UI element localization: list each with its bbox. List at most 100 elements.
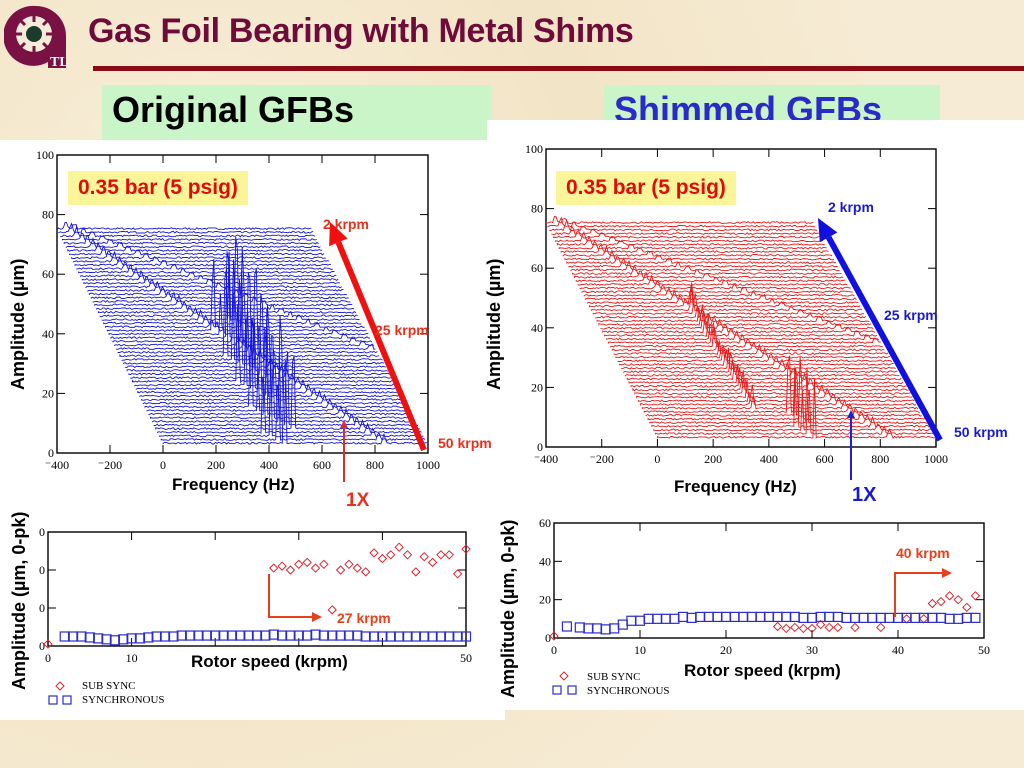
amplitude-left-sync-point [185, 630, 196, 641]
legend-left-sync-marker [48, 695, 58, 705]
amplitude-right-sync-point [910, 612, 921, 623]
amplitude-right-subsync-point [962, 602, 972, 613]
amplitude-right-subsync-point [970, 591, 981, 601]
amplitude-right-sync-point [703, 611, 714, 623]
waterfall-right-trace [655, 390, 934, 435]
legend-left-sync: SYNCHRONOUS [82, 694, 165, 706]
amplitude-left-sync-point [151, 631, 162, 642]
amplitude-left-sync-point [243, 630, 254, 641]
waterfall-left-trace [144, 318, 408, 409]
amplitude-left-subsync-point [43, 639, 53, 649]
legend-right-subsync-marker [559, 671, 569, 681]
amplitude-left-xtick-label: 0 [45, 651, 51, 665]
amplitude-right-sync-point [600, 624, 611, 635]
amplitude-right-ytick-label: 0 [545, 631, 551, 645]
amplitude-right-sync-point [841, 612, 852, 623]
waterfall-left-ytick-label: 0 [48, 446, 54, 460]
annot-left-2krpm: 2 krpm [323, 216, 369, 232]
amplitude-right-xtick-label: 0 [551, 643, 557, 657]
amplitude-right-sync-point [755, 611, 766, 623]
amplitude-left-sync-point [218, 630, 229, 641]
amplitude-right-xtick-label: 10 [634, 643, 646, 657]
waterfall-left-trace [158, 352, 424, 438]
waterfall-left-trace [74, 255, 332, 267]
amplitude-right-sync-point [944, 613, 955, 624]
amplitude-left-sync-point [201, 630, 212, 641]
amplitude-left-sync-point [435, 631, 447, 642]
amplitude-right-subsync-point [901, 614, 912, 624]
amplitude-right-sync-point [772, 611, 783, 623]
waterfall-left-ylabel: Amplitude (µm) [8, 258, 28, 390]
amplitude-left-sync-point [368, 631, 380, 642]
amplitude-right-subsync-point [807, 623, 817, 634]
amplitude-left-sync-point [93, 633, 104, 644]
amplitude-left-subsync-point [369, 548, 379, 558]
arrow-right-1x-head [847, 410, 855, 418]
amplitude-right-sync-point [652, 613, 663, 624]
amplitude-left-xtick-label: 50 [460, 651, 472, 665]
amplitude-right-sync-point [858, 612, 869, 623]
waterfall-right-ytick-label: 60 [531, 261, 543, 275]
amplitude-left-sync-point [460, 631, 472, 642]
amplitude-right-sync-point [746, 611, 757, 623]
waterfall-left-xtick-label: 200 [207, 458, 225, 472]
waterfall-right-ylabel: Amplitude (µm) [484, 258, 504, 390]
waterfall-left-trace [78, 263, 335, 274]
amplitude-left-sync-point [318, 630, 329, 641]
amplitude-left-subsync-point [377, 553, 388, 564]
amplitude-left-sync-point [59, 631, 70, 642]
amplitude-left-ytick-label: 0 [39, 639, 45, 653]
amplitude-right-sync-point [798, 612, 809, 623]
amplitude-left-subsync-point [310, 563, 321, 573]
waterfall-right-trace [619, 350, 894, 366]
waterfall-left-trace [114, 269, 374, 347]
annot-right-25krpm: 25 krpm [884, 307, 938, 323]
waterfall-left-xtick-label: 400 [260, 458, 278, 472]
amplitude-right-ytick-label: 20 [539, 593, 551, 607]
waterfall-right-trace [545, 216, 814, 225]
amplitude-right-xtick-label: 30 [806, 643, 818, 657]
amplitude-left-sync-point [176, 630, 187, 641]
amplitude-left-sync-point [251, 630, 263, 641]
amplitude-left-sync-point [168, 631, 179, 642]
waterfall-left-trace [117, 268, 378, 354]
waterfall-right-trace [624, 360, 900, 377]
amplitude-right-subsync-point [549, 631, 559, 641]
amplitude-right-subsync-point [919, 614, 929, 624]
amplitude-left-sync-point [419, 631, 430, 642]
waterfall-right-xtick-label: 200 [704, 452, 722, 466]
amplitude-right-sync-point [953, 613, 964, 624]
amplitude-right-sync-point [927, 612, 938, 623]
waterfall-left-trace [110, 251, 371, 340]
amplitude-right-sync-point [961, 612, 972, 623]
title-rule [93, 66, 1024, 71]
waterfall-left-ytick-label: 60 [42, 267, 54, 281]
waterfall-right-trace [592, 293, 865, 315]
amplitude-left-sync-point [109, 635, 120, 646]
amplitude-right-ytick-label: 40 [539, 554, 551, 568]
annot-left-25krpm: 25 krpm [375, 322, 429, 338]
arrow-27krpm-head [312, 612, 322, 622]
waterfall-left-trace [67, 241, 323, 252]
amplitude-left-xtick-label: 10 [126, 651, 138, 665]
arrow-27krpm-line [268, 574, 314, 618]
amplitude-right-sync-point [609, 623, 620, 634]
waterfall-right-trace [615, 346, 891, 359]
amplitude-right-subsync-point [927, 598, 938, 609]
amplitude-left-subsync-point [386, 550, 396, 560]
legend-right-sync: SYNCHRONOUS [587, 685, 670, 697]
waterfall-left-trace [63, 234, 319, 245]
amplitude-left-subsync-point [335, 565, 346, 575]
waterfall-left-trace [76, 261, 333, 271]
amplitude-right-sync-point [591, 623, 603, 634]
waterfall-right-traces [545, 216, 935, 439]
waterfall-right-ytick-label: 0 [537, 440, 543, 454]
waterfall-left-axes-frame [56, 154, 429, 454]
amplitude-right-sync-point [634, 615, 646, 626]
waterfall-right-trace [645, 366, 922, 417]
amplitude-left-sync-point [143, 632, 154, 643]
amplitude-right-sync-point [884, 612, 895, 623]
amplitude-left-subsync-point [394, 542, 404, 552]
waterfall-left-trace [112, 259, 373, 343]
amplitude-right-subsync-point [936, 596, 946, 607]
